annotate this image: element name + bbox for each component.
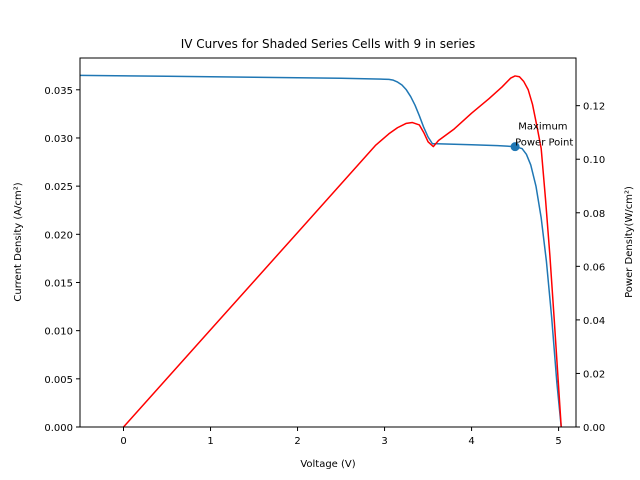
y-axis-left: 0.000 0.005 0.010 0.015 0.020 0.025 0.030 0.035 [44,86,80,434]
x-axis: 0 1 2 3 4 5 [120,427,562,447]
y-right-tick-label: 0.10 [583,155,605,166]
annotation-layer: Maximum Power Point [515,122,573,149]
plot-frame [79,57,577,428]
y-left-tick-label: 0.000 [44,423,73,434]
y-right-tick-label: 0.00 [583,423,605,434]
y-left-tick-label: 0.015 [44,278,73,289]
x-tick-label: 4 [468,436,474,447]
y-right-tick-label: 0.04 [583,316,605,327]
x-axis-label: Voltage (V) [300,459,355,470]
y-right-tick-label: 0.02 [583,369,605,380]
y-left-tick-label: 0.030 [44,134,73,145]
y-left-tick-label: 0.005 [44,375,73,386]
y-axis-left-label: Current Density (A/cm²) [13,182,24,301]
plot-background [80,58,576,427]
y-right-tick-label: 0.06 [583,262,605,273]
plot-area: Maximum Power Point [79,57,577,428]
x-tick-label: 2 [294,436,300,447]
x-tick-label: 0 [120,436,126,447]
max-power-point-marker [510,142,520,152]
y-axis-right: 0.00 0.02 0.04 0.06 0.08 0.10 0.12 [576,102,605,434]
marker-layer [510,142,520,152]
power-density-line [122,75,562,428]
annotation-line-1: Maximum [515,122,567,133]
series-layer [79,74,562,428]
y-axis-right-label: Power Density(W/cm²) [624,186,635,298]
current-density-line [79,74,562,428]
x-tick-label: 1 [207,436,213,447]
x-tick-label: 3 [381,436,387,447]
chart-title: IV Curves for Shaded Series Cells with 9… [181,37,476,51]
y-left-tick-label: 0.025 [44,182,73,193]
y-left-tick-label: 0.010 [44,327,73,338]
y-left-tick-label: 0.020 [44,230,73,241]
y-left-tick-label: 0.035 [44,86,73,97]
annotation-line-2: Power Point [515,138,573,149]
y-right-tick-label: 0.12 [583,102,605,113]
y-right-tick-label: 0.08 [583,209,605,220]
x-tick-label: 5 [555,436,561,447]
